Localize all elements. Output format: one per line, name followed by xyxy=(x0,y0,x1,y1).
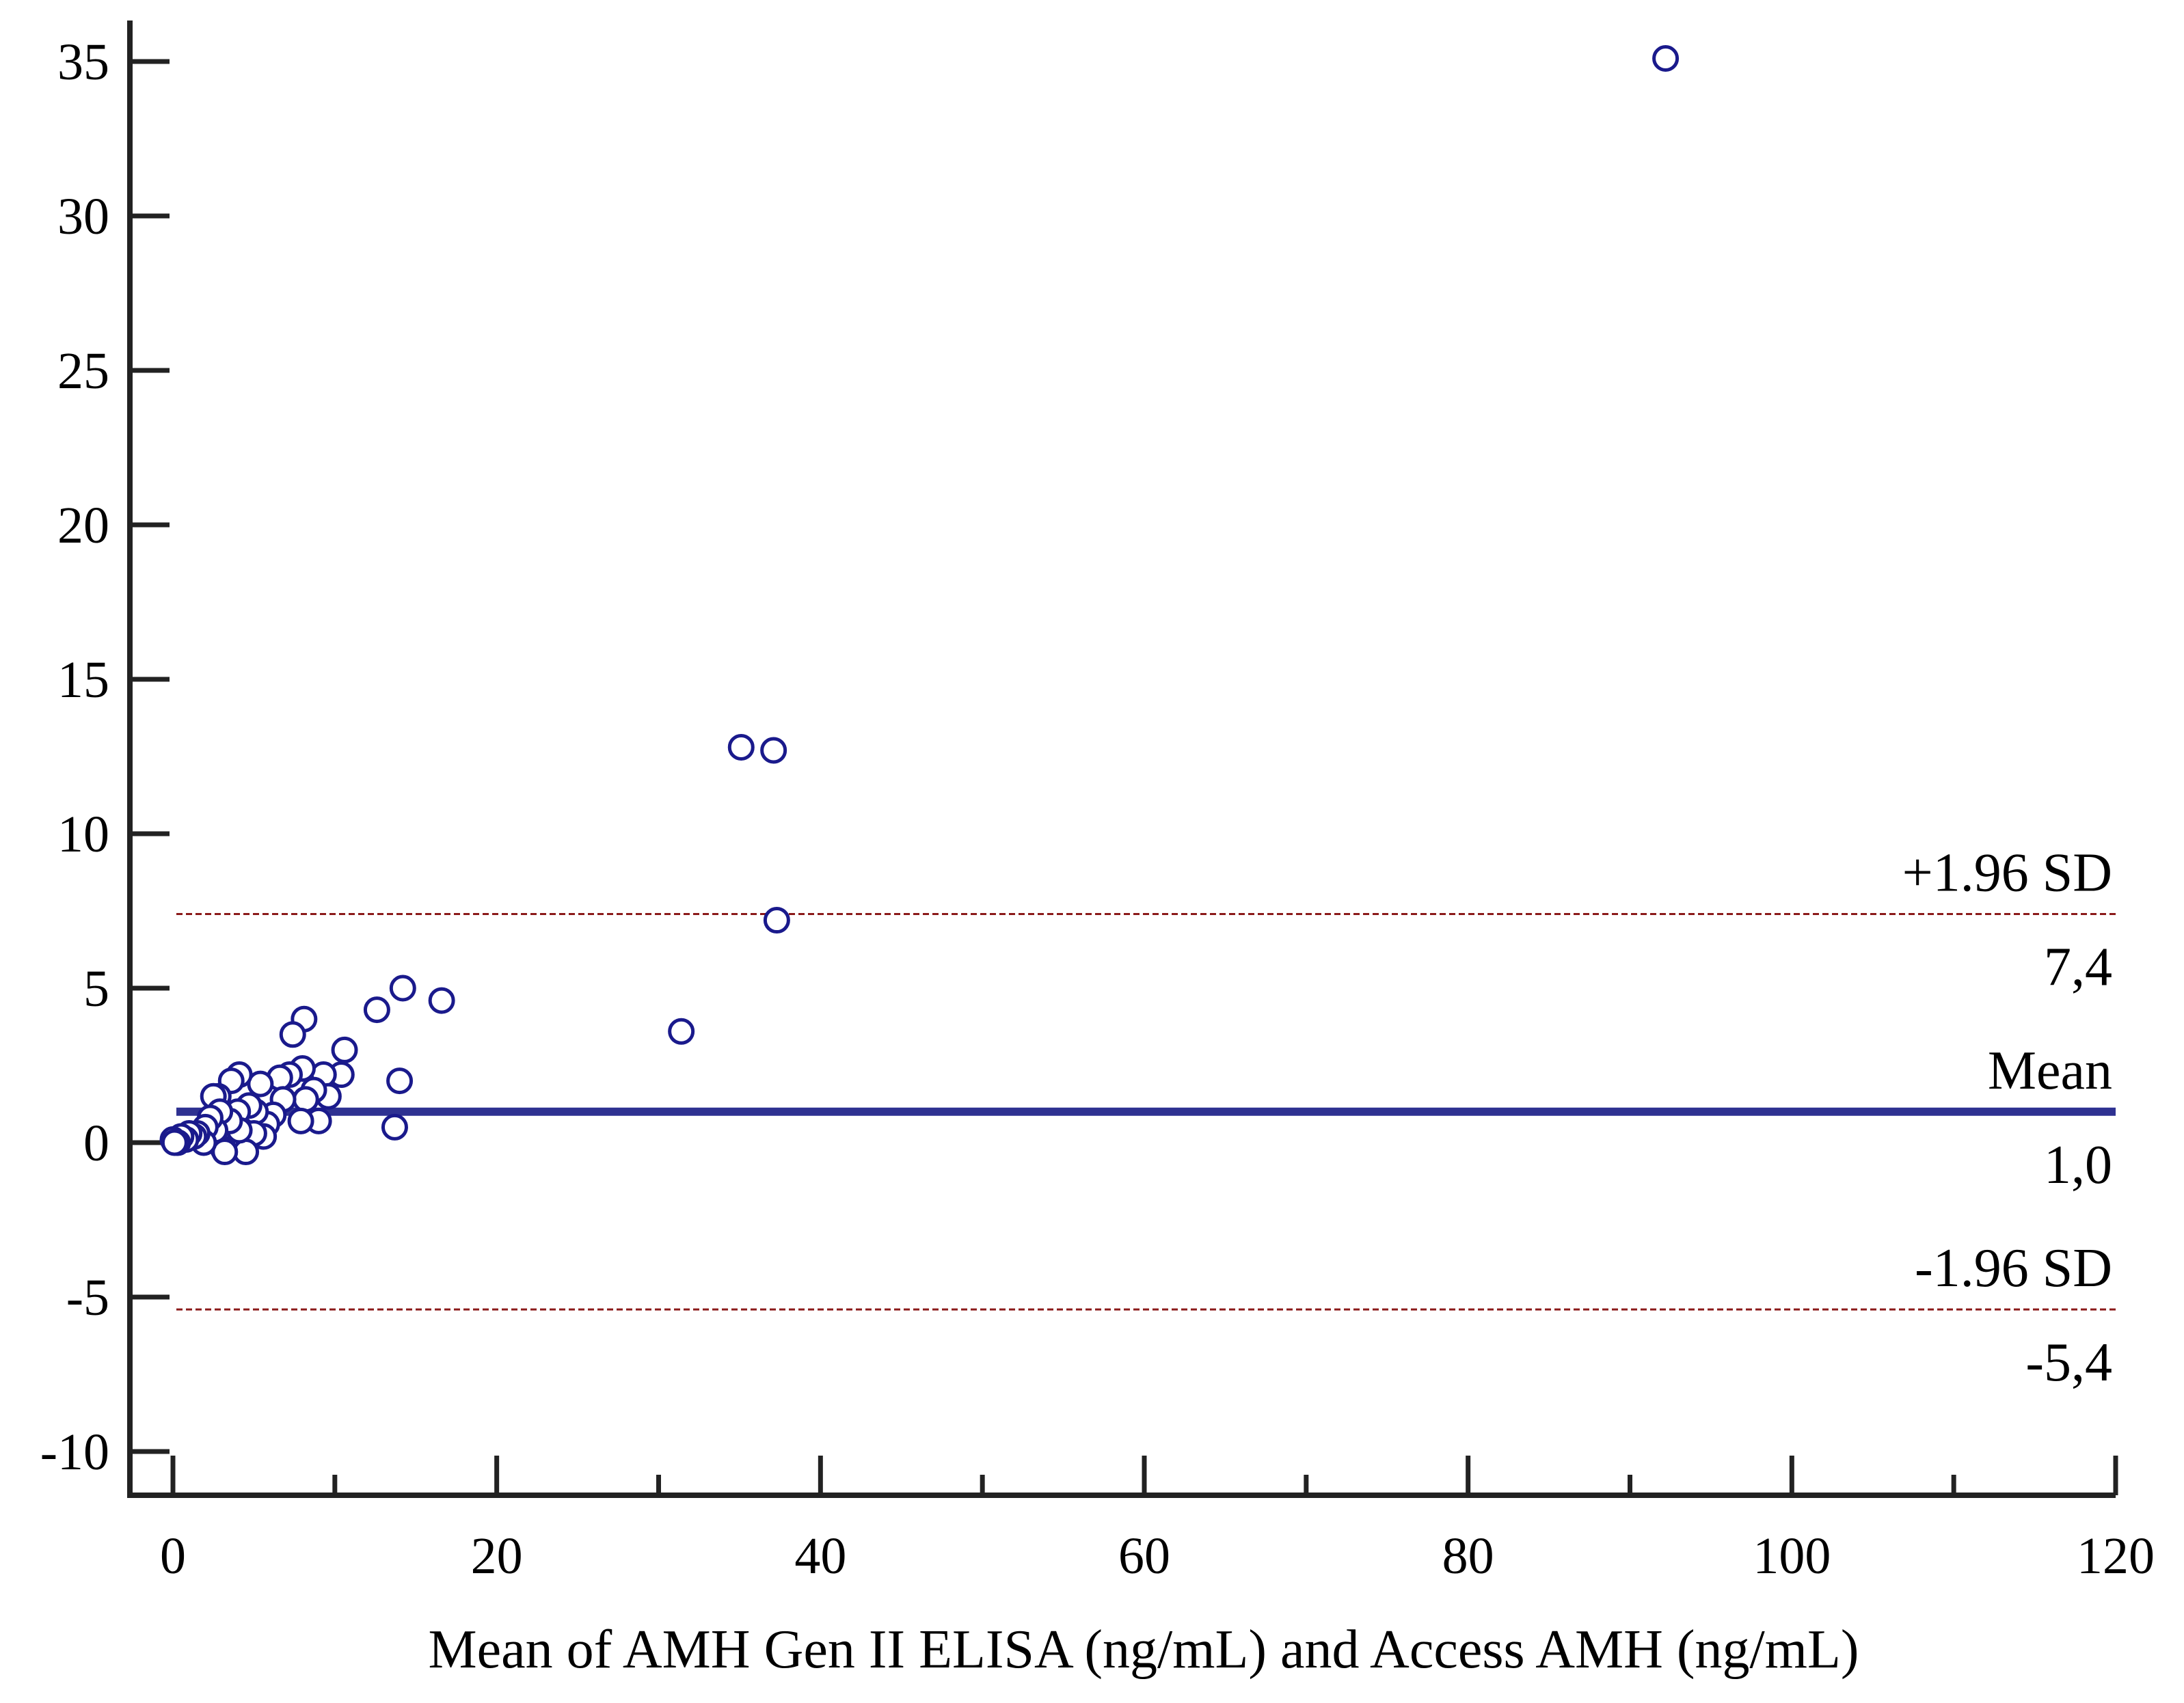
y-tick-label: 0 xyxy=(83,1115,109,1172)
x-tick-label: 100 xyxy=(1753,1527,1831,1585)
reference-labels: +1.96 SD 7,4 Mean 1,0 -1.96 SD -5,4 xyxy=(1902,843,2112,1393)
x-tick-label: 80 xyxy=(1442,1527,1494,1585)
data-point xyxy=(727,733,755,761)
data-point xyxy=(386,1067,414,1095)
data-point xyxy=(428,987,455,1014)
y-tick-label: 25 xyxy=(57,342,109,400)
data-point xyxy=(763,907,790,934)
x-tick-label: 60 xyxy=(1118,1527,1170,1585)
axes xyxy=(127,21,2116,1498)
data-point xyxy=(1652,44,1680,72)
data-point xyxy=(161,1129,188,1156)
mean-line-value: 1,0 xyxy=(2044,1135,2112,1195)
data-point xyxy=(287,1107,314,1134)
x-tick-label: 120 xyxy=(2077,1527,2155,1585)
x-axis-title: Mean of AMH Gen II ELISA (ng/mL) and Acc… xyxy=(429,1620,1859,1680)
upper-line-value: 7,4 xyxy=(2044,938,2112,998)
y-tick-label: 10 xyxy=(57,806,109,863)
x-tick-label: 40 xyxy=(794,1527,846,1585)
tick-labels: -10 -5 0 5 10 15 20 25 30 35 0 20 40 60 80 100 120 xyxy=(40,33,2155,1585)
reference-lines xyxy=(176,913,2116,1311)
data-point xyxy=(389,975,416,1002)
y-tick-label: 35 xyxy=(57,33,109,91)
data-point xyxy=(279,1021,306,1048)
y-tick-label: -10 xyxy=(40,1423,109,1481)
lower-line-value: -5,4 xyxy=(2025,1333,2112,1393)
mean-line-name: Mean xyxy=(1988,1041,2112,1101)
x-tick-label: 20 xyxy=(471,1527,523,1585)
data-points xyxy=(159,44,1680,1166)
tick-marks xyxy=(130,59,2118,1495)
data-point xyxy=(668,1018,695,1045)
y-tick-label: -5 xyxy=(66,1269,109,1326)
lower-line-name: -1.96 SD xyxy=(1915,1238,2112,1298)
y-tick-label: 5 xyxy=(83,960,109,1018)
y-tick-label: 15 xyxy=(57,651,109,709)
data-point xyxy=(363,996,390,1024)
upper-line-name: +1.96 SD xyxy=(1902,843,2112,903)
x-tick-label: 0 xyxy=(160,1527,186,1585)
data-point xyxy=(331,1036,358,1063)
data-point xyxy=(760,737,787,764)
data-point xyxy=(381,1113,408,1141)
y-tick-label: 20 xyxy=(57,497,109,554)
data-point xyxy=(292,1086,319,1113)
y-tick-label: 30 xyxy=(57,188,109,245)
